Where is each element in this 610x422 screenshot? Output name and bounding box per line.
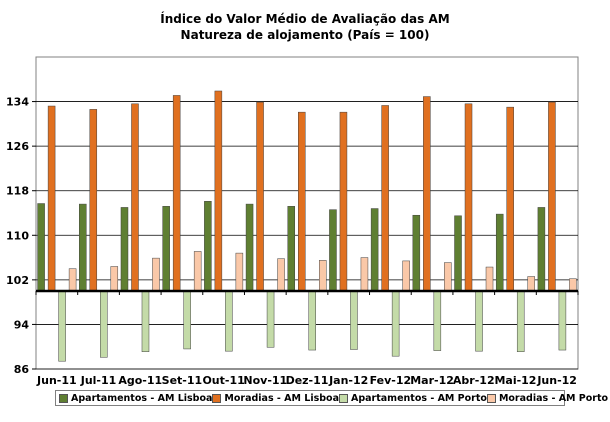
x-tick-label: Nov-11 [243, 374, 287, 387]
legend-label: Apartamentos - AM Lisboa [71, 392, 213, 404]
bar-series-4 [235, 252, 244, 292]
bar-series-3 [475, 290, 483, 352]
x-tick-label: Dez-11 [286, 374, 329, 387]
bar-series-4 [527, 276, 535, 292]
bar-series-3 [391, 290, 400, 357]
x-tick-label: Abr-12 [453, 374, 495, 387]
x-tick-label: Ago-11 [118, 374, 162, 387]
bar-series-1 [412, 214, 421, 292]
legend-item-moradias-lisboa: Moradias - AM Lisboa [212, 393, 339, 404]
bar-series-4 [485, 266, 494, 292]
bar-series-4 [193, 251, 202, 292]
legend-label: Apartamentos - AM Porto [350, 392, 487, 404]
bar-series-1 [162, 206, 170, 292]
bar-series-3 [141, 290, 150, 352]
chart-legend: Apartamentos - AM Lisboa Moradias - AM L… [55, 390, 608, 406]
legend-item-apartamentos-porto: Apartamentos - AM Porto [338, 392, 487, 404]
bar-series-4 [277, 258, 285, 292]
legend-swatch-apartamentos-lisboa [59, 393, 68, 403]
legend-swatch-moradias-porto [486, 393, 496, 403]
bar-series-1 [120, 207, 129, 292]
bar-series-3 [308, 290, 316, 351]
bar-series-4 [360, 257, 369, 292]
bar-series-1 [495, 213, 504, 292]
bar-series-1 [37, 203, 45, 292]
x-tick-label: Out-11 [202, 374, 244, 387]
y-tick-label: 86 [14, 363, 30, 376]
bar-series-4 [319, 260, 327, 292]
bar-series-2 [339, 111, 348, 292]
legend-item-apartamentos-lisboa: Apartamentos - AM Lisboa [59, 393, 212, 404]
bar-series-3 [58, 290, 66, 362]
x-tick-label: Jun-12 [536, 374, 577, 387]
bar-series-2 [506, 106, 514, 292]
legend-swatch-apartamentos-porto [338, 393, 348, 403]
y-tick-label: 94 [14, 318, 30, 331]
bar-series-1 [245, 203, 254, 292]
bar-series-1 [287, 206, 295, 292]
bar-series-3 [350, 290, 358, 350]
bar-series-3 [433, 290, 442, 351]
y-tick-label: 118 [6, 185, 29, 198]
y-tick-label: 126 [6, 140, 29, 153]
bar-series-4 [110, 266, 119, 292]
x-tick-label: Mar-12 [410, 374, 454, 387]
bar-series-2 [256, 101, 264, 292]
x-tick-label: Jan-12 [328, 374, 368, 387]
bar-series-2 [89, 109, 98, 292]
x-tick-label: Jul-11 [80, 374, 117, 387]
bar-series-3 [225, 290, 233, 352]
bar-series-1 [204, 201, 212, 292]
x-tick-label: Set-11 [162, 374, 203, 387]
bar-series-2 [381, 105, 389, 292]
x-tick-label: Jun-11 [36, 374, 77, 387]
bar-series-1 [79, 203, 87, 292]
y-tick-label: 102 [6, 274, 29, 287]
bar-series-2 [423, 96, 431, 292]
bar-series-2 [298, 111, 306, 292]
bar-series-1 [370, 208, 379, 292]
bar-series-4 [444, 262, 452, 292]
bar-series-4 [68, 268, 77, 292]
bar-series-2 [214, 90, 223, 292]
bar-series-3 [266, 290, 275, 348]
bar-series-3 [558, 290, 567, 351]
bar-series-1 [537, 207, 546, 292]
bar-series-2 [47, 105, 56, 292]
bar-series-4 [402, 260, 410, 292]
chart-subtitle: Natureza de alojamento (País = 100) [180, 28, 430, 42]
bar-series-2 [172, 95, 181, 292]
plot-area [35, 56, 579, 370]
bar-series-4 [152, 257, 160, 292]
legend-item-moradias-porto: Moradias - AM Porto [486, 392, 609, 404]
y-tick-label: 134 [6, 96, 29, 109]
bar-series-4 [569, 278, 577, 292]
chart-title: Índice do Valor Médio de Avaliação das A… [160, 12, 450, 26]
legend-label: Moradias - AM Lisboa [224, 392, 339, 404]
bar-series-2 [548, 101, 556, 292]
bar-series-1 [454, 215, 462, 292]
x-tick-label: Fev-12 [370, 374, 412, 387]
y-tick-label: 110 [6, 229, 29, 242]
bar-series-1 [329, 209, 337, 292]
x-tick-label: Mai-12 [494, 374, 536, 387]
legend-swatch-moradias-lisboa [212, 393, 222, 403]
bar-series-2 [464, 103, 473, 292]
bar-series-2 [131, 103, 139, 292]
bar-series-3 [516, 290, 525, 352]
bar-series-3 [183, 290, 191, 350]
legend-label: Moradias - AM Porto [498, 392, 609, 404]
bar-series-3 [100, 290, 108, 358]
